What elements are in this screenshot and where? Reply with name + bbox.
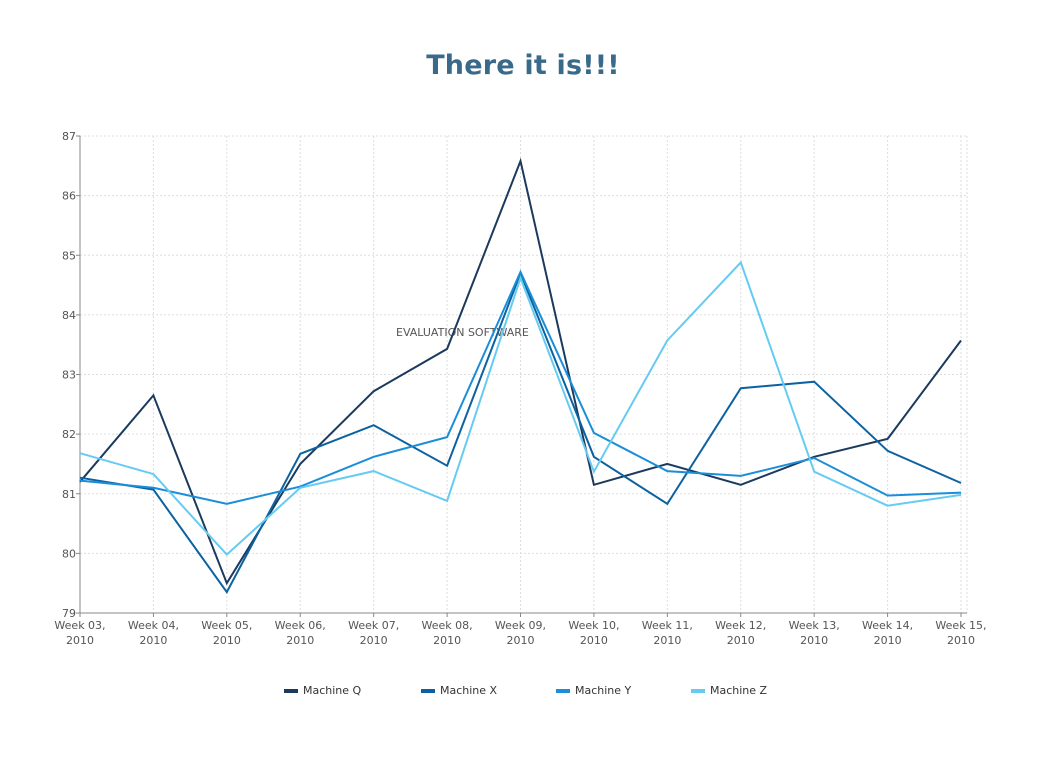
- legend-label: Machine Q: [303, 684, 362, 697]
- legend-label: Machine Y: [575, 684, 632, 697]
- y-axis-ticks: 79 80 81 82 83 84 85 86 87: [62, 130, 80, 620]
- x-tick-label: Week 05, 2010: [201, 619, 252, 647]
- series-line-machine-y: [79, 269, 962, 505]
- y-tick-label: 87: [62, 130, 76, 143]
- y-tick-label: 86: [62, 190, 76, 203]
- x-tick-label: Week 12, 2010: [715, 619, 766, 647]
- x-tick-label: Week 08, 2010: [422, 619, 473, 647]
- x-tick-label: Week 14, 2010: [862, 619, 913, 647]
- watermark-text: EVALUATION SOFTWARE: [396, 326, 529, 339]
- legend-swatch: [556, 688, 570, 693]
- x-tick-label: Week 06, 2010: [275, 619, 326, 647]
- legend-item-machine-y[interactable]: Machine Y: [556, 684, 631, 697]
- x-axis-ticks: Week 03, 2010 Week 04, 2010 Week 05, 2010 Week…: [54, 613, 987, 647]
- grid-lines: [79, 135, 968, 614]
- series-lines: [79, 157, 962, 594]
- y-tick-label: 82: [62, 428, 76, 441]
- x-tick-label: Week 15, 2010: [935, 619, 986, 647]
- series-line-machine-z: [79, 260, 962, 557]
- x-tick-label: Week 11, 2010: [642, 619, 693, 647]
- x-tick-label: Week 09, 2010: [495, 619, 546, 647]
- x-tick-label: Week 04, 2010: [128, 619, 179, 647]
- y-tick-label: 80: [62, 547, 76, 560]
- legend-swatch: [421, 688, 435, 693]
- x-tick-label: Week 03, 2010: [54, 619, 105, 647]
- y-tick-label: 83: [62, 369, 76, 382]
- legend-item-machine-q[interactable]: Machine Q: [284, 684, 361, 697]
- legend-swatch: [284, 688, 298, 693]
- legend-item-machine-z[interactable]: Machine Z: [691, 684, 767, 697]
- legend: Machine Q Machine X Machine Y Machine Z: [0, 684, 1050, 700]
- chart-title: There it is!!!: [426, 50, 620, 81]
- x-tick-label: Week 13, 2010: [789, 619, 840, 647]
- series-line-machine-q: [79, 157, 962, 586]
- legend-label: Machine Z: [710, 684, 768, 697]
- y-tick-label: 81: [62, 488, 76, 501]
- legend-item-machine-x[interactable]: Machine X: [421, 684, 497, 697]
- y-tick-label: 84: [62, 309, 76, 322]
- y-tick-label: 79: [62, 607, 76, 620]
- legend-label: Machine X: [440, 684, 498, 697]
- x-tick-label: Week 10, 2010: [568, 619, 619, 647]
- legend-swatch: [691, 688, 705, 693]
- y-tick-label: 85: [62, 249, 76, 262]
- x-tick-label: Week 07, 2010: [348, 619, 399, 647]
